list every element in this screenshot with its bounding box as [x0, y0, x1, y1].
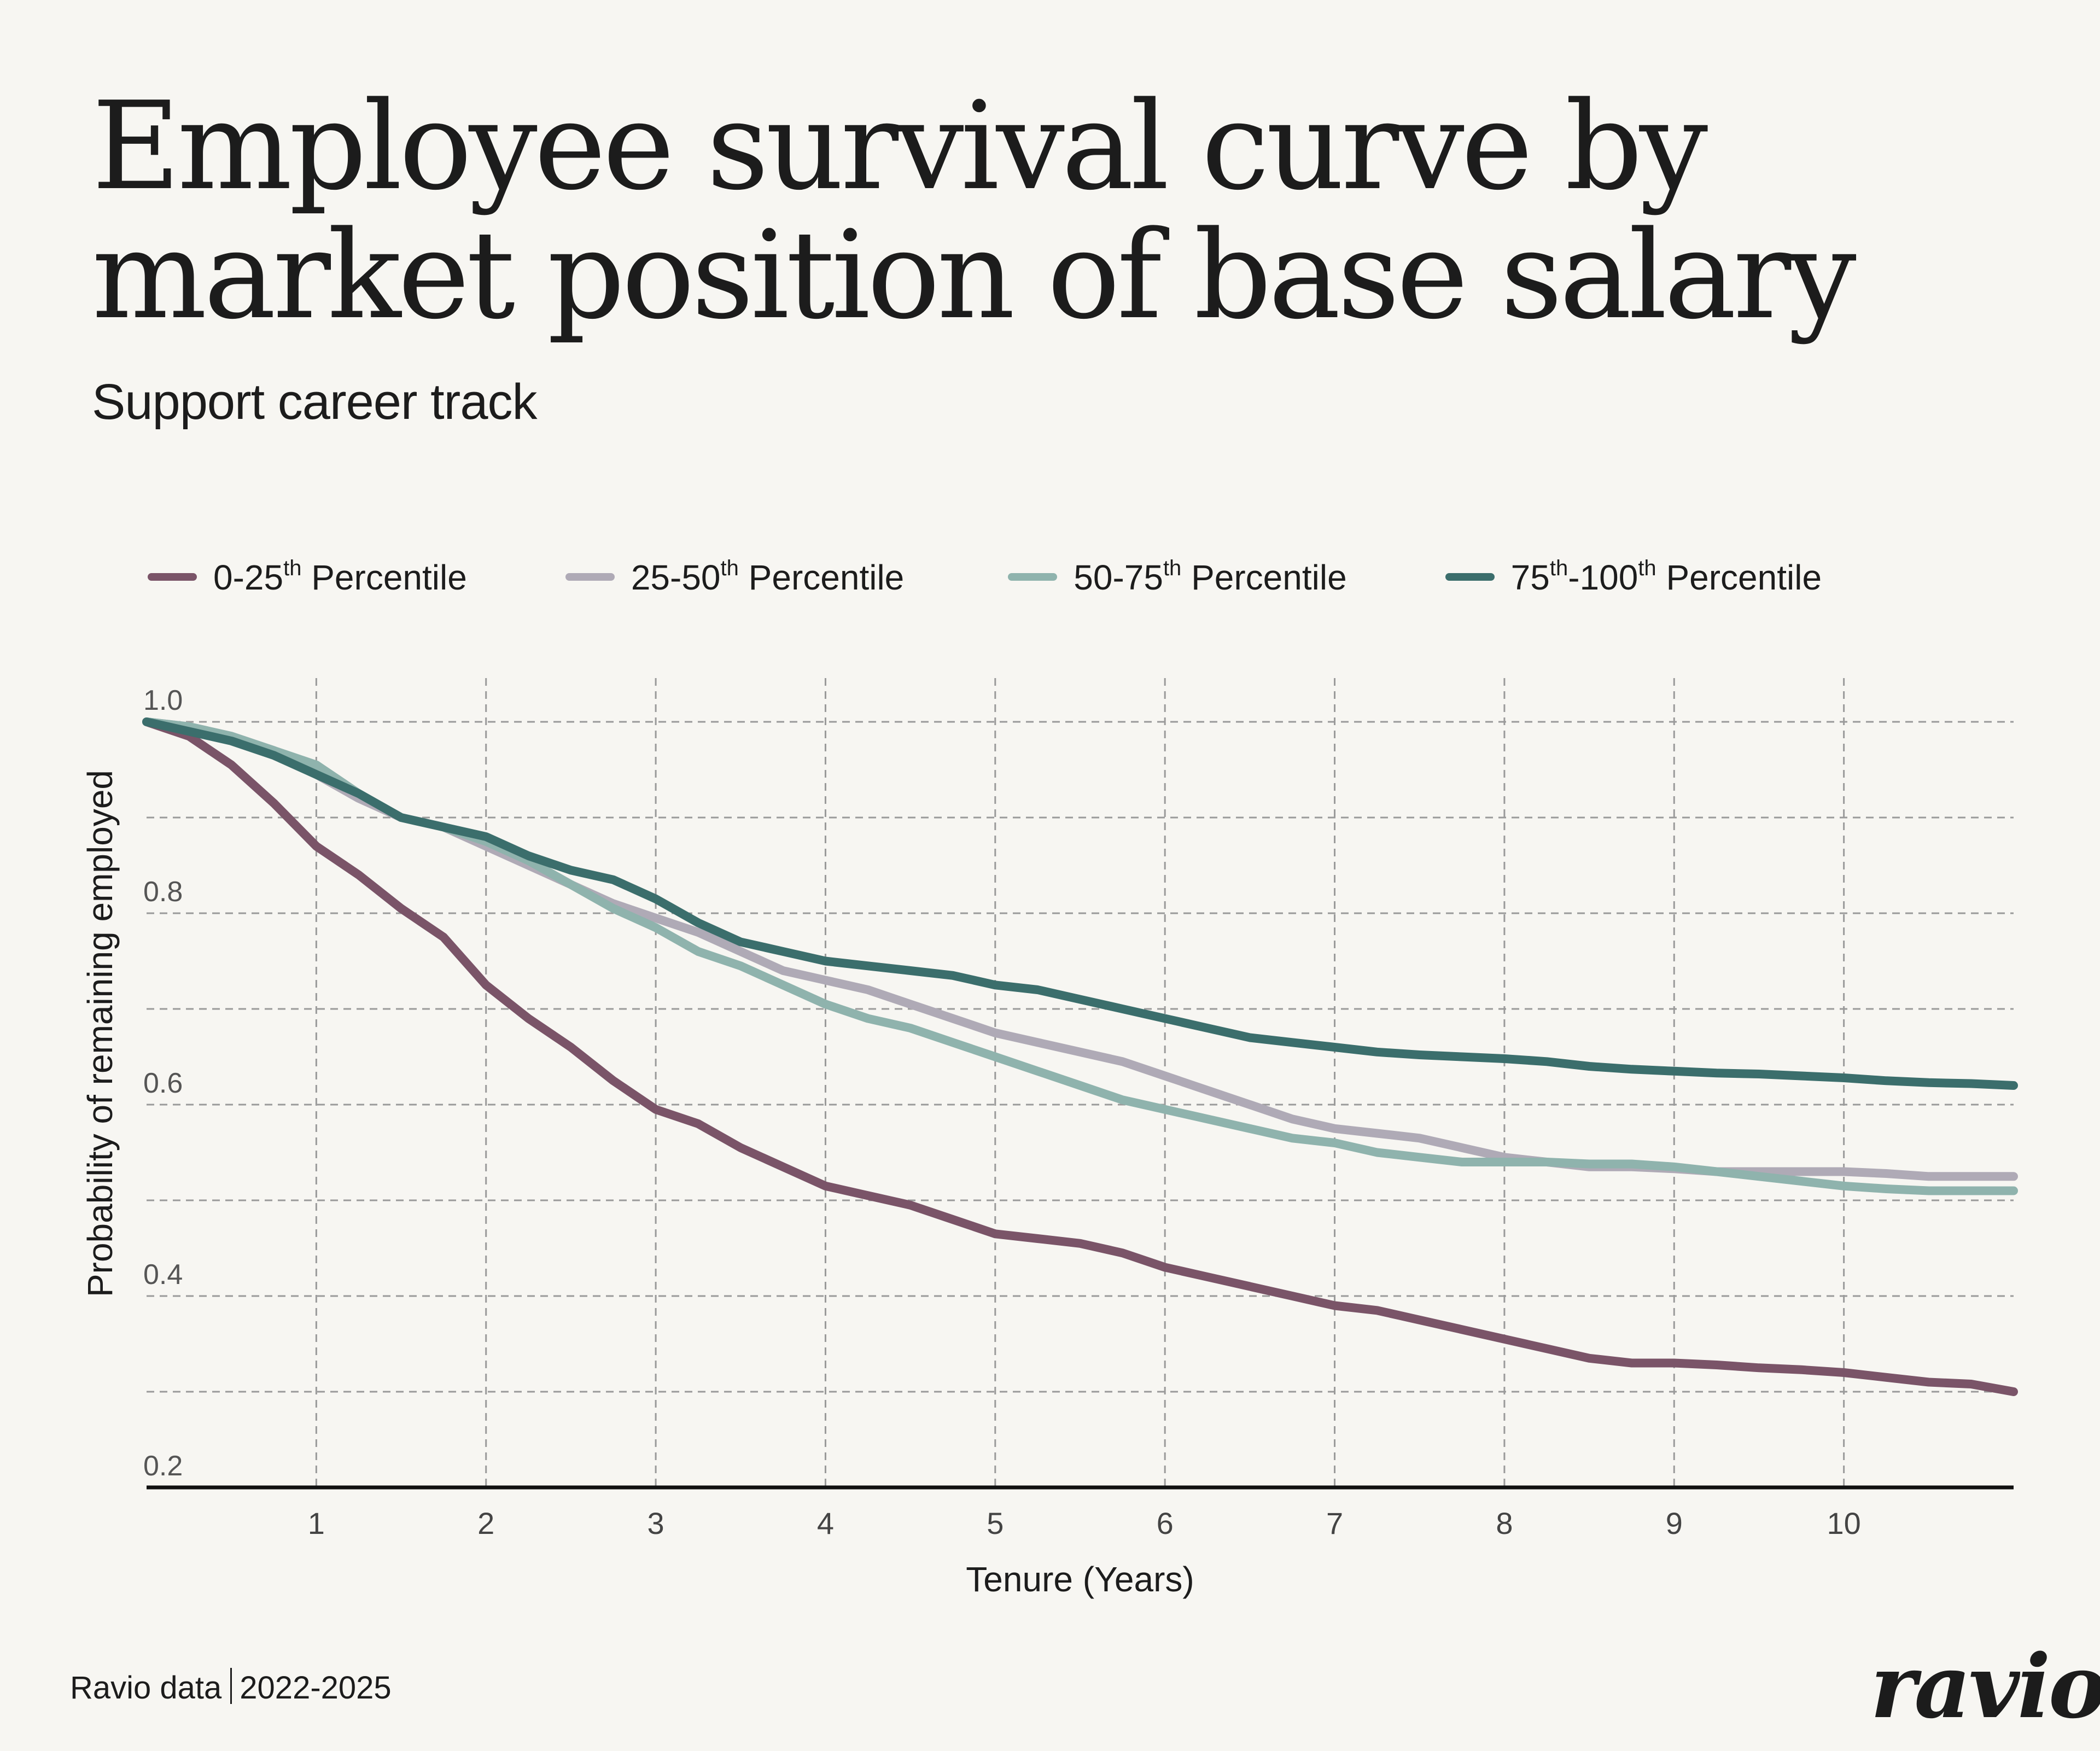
x-tick-label: 10 — [1827, 1506, 1860, 1540]
x-tick-label: 3 — [648, 1506, 664, 1540]
legend-item-0-25: 0-25th Percentile — [148, 556, 467, 598]
source-label: Ravio data — [70, 1670, 222, 1706]
legend-item-25-50: 25-50th Percentile — [565, 556, 904, 598]
series-line-0 — [142, 717, 2018, 1396]
legend-swatch — [1445, 573, 1495, 581]
legend: 0-25th Percentile 25-50th Percentile 50-… — [148, 552, 1822, 602]
series-lines — [142, 717, 2018, 1396]
legend-swatch — [148, 573, 197, 581]
y-tick-label: 0.8 — [143, 876, 183, 908]
x-axis-ticks: 1 2 3 4 5 6 7 8 9 10 — [308, 1506, 1861, 1540]
x-tick-label: 1 — [308, 1506, 325, 1540]
legend-label: 50-75th Percentile — [1074, 556, 1347, 597]
legend-label: 25-50th Percentile — [631, 556, 905, 597]
legend-item-50-75: 50-75th Percentile — [1008, 556, 1347, 598]
legend-swatch — [565, 573, 615, 581]
x-axis-label: Tenure (Years) — [966, 1560, 1194, 1599]
x-tick-label: 7 — [1326, 1506, 1343, 1540]
legend-label: 75th-100th Percentile — [1510, 556, 1822, 597]
source-years: 2022-2025 — [240, 1670, 392, 1706]
data-source: Ravio data 2022-2025 — [70, 1668, 392, 1706]
x-tick-label: 9 — [1666, 1506, 1683, 1540]
x-tick-label: 5 — [987, 1506, 1004, 1540]
chart-subtitle: Support career track — [92, 374, 537, 430]
y-tick-label: 1.0 — [143, 685, 183, 716]
chart-title: Employee survival curve by market positi… — [92, 76, 1857, 346]
legend-swatch — [1008, 573, 1058, 581]
grid — [147, 678, 2014, 1487]
ravio-logo: ravio — [1870, 1635, 2100, 1738]
series-line-1 — [142, 717, 2018, 1181]
y-axis-ticks: 0.2 0.4 0.6 0.8 1.0 — [143, 685, 183, 1482]
y-axis-label: Probability of remaining employed — [80, 770, 120, 1297]
source-divider — [230, 1668, 232, 1704]
y-tick-label: 0.6 — [143, 1067, 183, 1099]
series-line-3 — [142, 717, 2018, 1090]
y-tick-label: 0.4 — [143, 1259, 183, 1291]
legend-item-75-100: 75th-100th Percentile — [1445, 556, 1822, 598]
y-tick-label: 0.2 — [143, 1450, 183, 1482]
series-line-2 — [142, 717, 2018, 1195]
x-tick-label: 2 — [477, 1506, 494, 1540]
legend-label: 0-25th Percentile — [213, 556, 467, 597]
x-tick-label: 8 — [1496, 1506, 1513, 1540]
x-tick-label: 6 — [1157, 1506, 1174, 1540]
x-tick-label: 4 — [817, 1506, 834, 1540]
